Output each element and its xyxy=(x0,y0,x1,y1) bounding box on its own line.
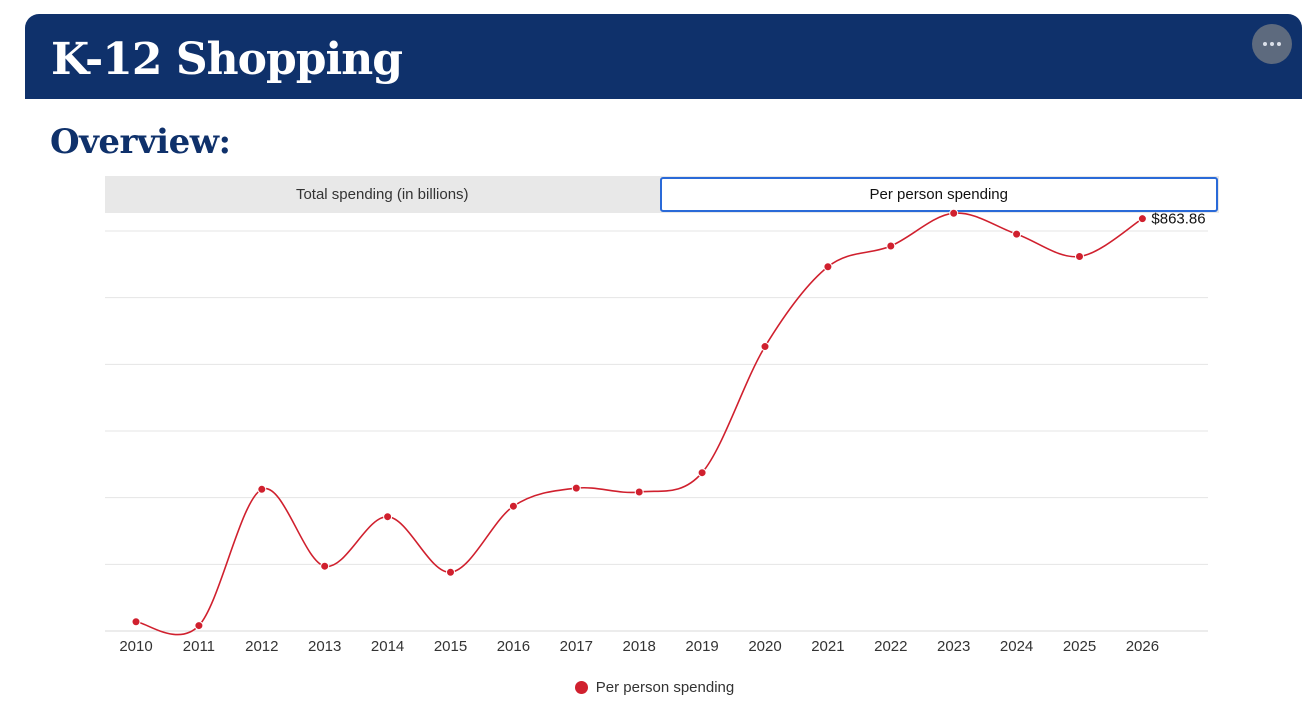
last-value-label: $863.86 xyxy=(1151,211,1205,228)
data-point[interactable] xyxy=(1012,229,1022,239)
overview-heading: Overview: xyxy=(50,122,231,162)
x-axis-ticks: 2010 2011 2012 2013 2014 2015 2016 2017 2018 2019… xyxy=(119,638,1159,655)
data-point[interactable] xyxy=(886,241,896,251)
x-tick-label: 2012 xyxy=(245,638,278,655)
data-point[interactable] xyxy=(446,567,455,577)
data-point[interactable] xyxy=(634,487,644,497)
x-tick-label: 2025 xyxy=(1063,638,1096,655)
tab-per-person-spending[interactable]: Per person spending xyxy=(659,177,1218,212)
x-tick-label: 2017 xyxy=(560,638,593,655)
chart-tabs: Total spending (in billions) Per person … xyxy=(105,176,1219,213)
data-point[interactable] xyxy=(760,342,770,352)
data-point[interactable] xyxy=(949,208,959,218)
chart-legend[interactable]: Per person spending xyxy=(0,676,1309,698)
header-bar: K-12 Shopping xyxy=(25,14,1302,99)
legend-swatch xyxy=(574,680,588,694)
x-tick-label: 2020 xyxy=(748,638,781,655)
page-title: K-12 Shopping xyxy=(51,34,403,85)
data-point[interactable] xyxy=(1137,214,1147,224)
data-point[interactable] xyxy=(823,262,833,272)
data-point[interactable] xyxy=(257,484,267,494)
data-point[interactable] xyxy=(508,501,518,511)
data-point[interactable] xyxy=(194,621,204,631)
x-tick-label: 2011 xyxy=(183,638,215,655)
series-points xyxy=(131,208,1147,631)
tab-total-spending[interactable]: Total spending (in billions) xyxy=(295,186,469,203)
data-point[interactable] xyxy=(571,483,581,493)
x-tick-label: 2023 xyxy=(937,638,970,655)
x-tick-label: 2010 xyxy=(119,638,152,655)
series-line-per-person-spending xyxy=(135,212,1143,636)
x-tick-label: 2024 xyxy=(1000,638,1033,655)
ellipsis-icon xyxy=(1263,42,1281,46)
data-point[interactable] xyxy=(320,561,330,571)
more-options-button[interactable] xyxy=(1252,24,1292,64)
x-tick-label: 2019 xyxy=(685,638,718,655)
data-point[interactable] xyxy=(383,512,393,522)
x-tick-label: 2018 xyxy=(623,638,656,655)
x-tick-label: 2015 xyxy=(434,638,467,655)
x-tick-label: 2022 xyxy=(874,638,907,655)
x-tick-label: 2026 xyxy=(1126,638,1159,655)
legend-label: Per person spending xyxy=(595,678,735,696)
gridlines xyxy=(105,230,1208,632)
x-tick-label: 2016 xyxy=(497,638,530,655)
data-point[interactable] xyxy=(131,617,141,627)
x-tick-label: 2014 xyxy=(371,638,404,655)
data-point[interactable] xyxy=(1075,252,1084,262)
x-tick-label: 2013 xyxy=(308,638,341,655)
data-point[interactable] xyxy=(697,468,707,478)
x-tick-label: 2021 xyxy=(811,638,844,655)
